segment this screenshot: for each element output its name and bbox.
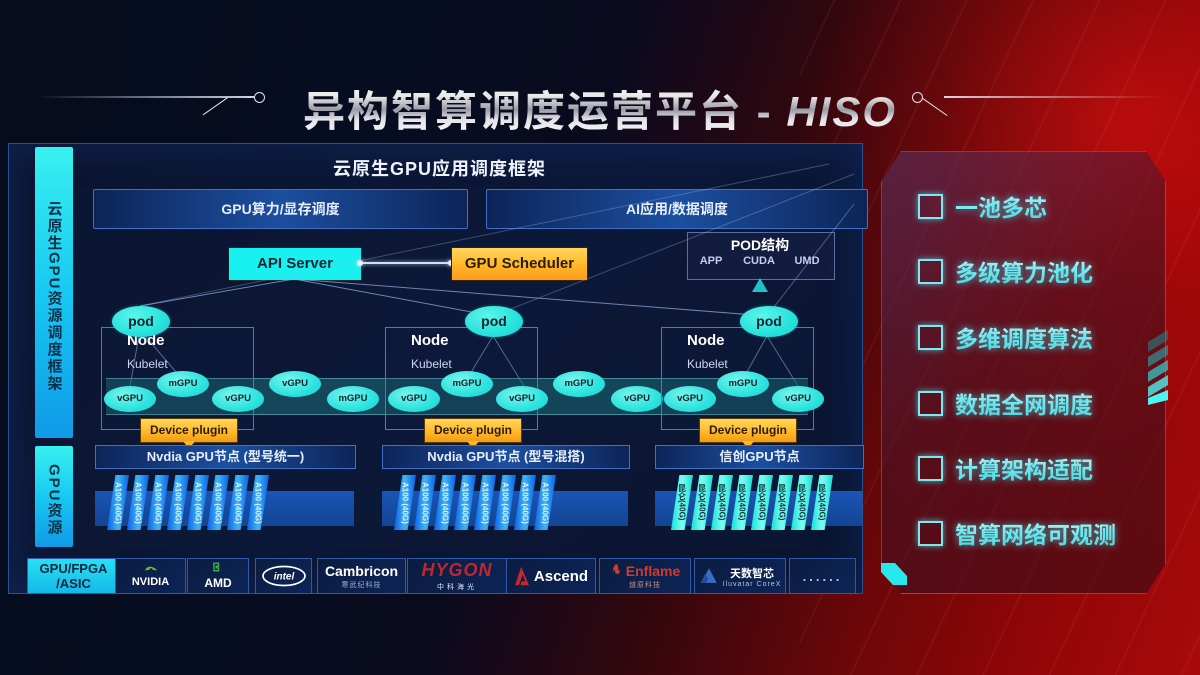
svg-text:intel: intel bbox=[273, 572, 294, 583]
